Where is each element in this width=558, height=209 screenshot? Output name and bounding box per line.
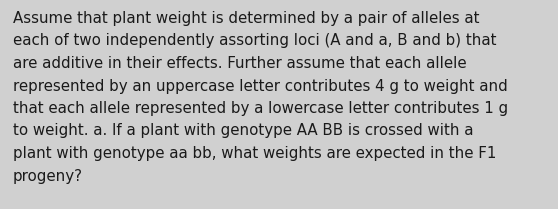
Text: Assume that plant weight is determined by a pair of alleles at: Assume that plant weight is determined b… (13, 11, 479, 26)
Text: represented by an uppercase letter contributes 4 g to weight and: represented by an uppercase letter contr… (13, 79, 508, 93)
Text: that each allele represented by a lowercase letter contributes 1 g: that each allele represented by a lowerc… (13, 101, 508, 116)
Text: plant with genotype aa bb, what weights are expected in the F1: plant with genotype aa bb, what weights … (13, 146, 497, 161)
Text: progeny?: progeny? (13, 168, 83, 184)
Text: each of two independently assorting loci (A and a, B and b) that: each of two independently assorting loci… (13, 33, 497, 48)
Text: are additive in their effects. Further assume that each allele: are additive in their effects. Further a… (13, 56, 466, 71)
Text: to weight. a. If a plant with genotype AA BB is crossed with a: to weight. a. If a plant with genotype A… (13, 124, 474, 139)
